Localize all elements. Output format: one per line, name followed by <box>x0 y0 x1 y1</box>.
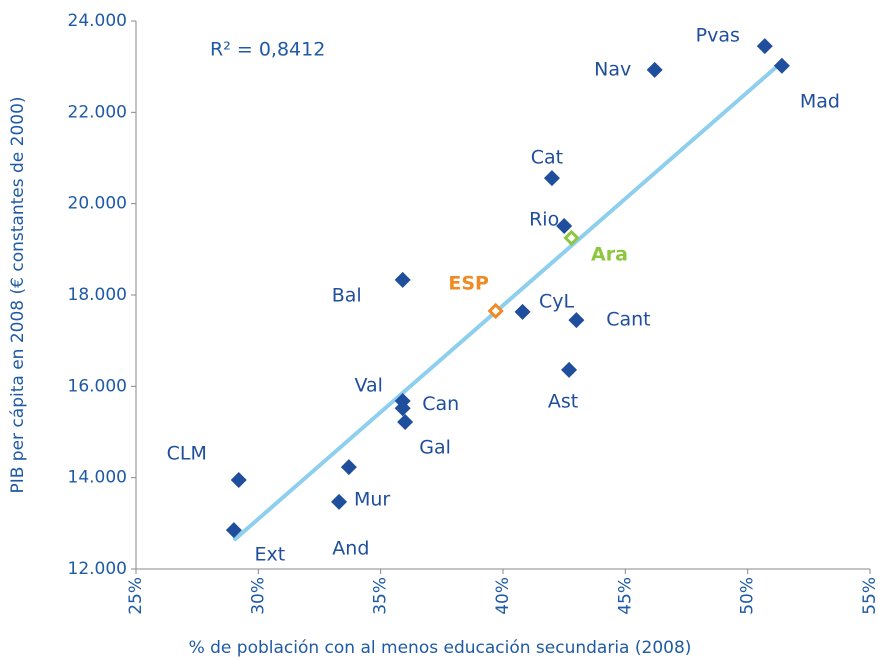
point-label: Cat <box>531 147 563 169</box>
point-label: Gal <box>419 436 451 458</box>
point-label: Nav <box>594 58 631 80</box>
point-label: CyL <box>539 290 575 312</box>
point-label: Ara <box>591 243 628 265</box>
x-tick-label: 25% <box>126 577 146 615</box>
point-label: CLM <box>167 442 207 464</box>
point <box>397 413 414 430</box>
point-label: Can <box>422 393 459 415</box>
point-label: And <box>332 538 369 560</box>
point <box>543 170 560 187</box>
y-tick-label: 22.000 <box>68 102 127 122</box>
y-axis-title: PIB per cápita en 2008 (€ constantes de … <box>8 96 28 493</box>
point <box>394 271 411 288</box>
point-label: Cant <box>606 309 650 331</box>
y-tick-label: 24.000 <box>68 11 127 31</box>
r-squared: R² = 0,8412 <box>210 39 325 61</box>
point <box>556 218 573 235</box>
point <box>773 57 790 74</box>
y-tick-label: 20.000 <box>68 194 127 214</box>
y-tick-label: 14.000 <box>68 468 127 488</box>
point-label: Mad <box>800 90 840 112</box>
point <box>561 361 578 378</box>
point <box>487 302 504 320</box>
point <box>756 38 773 55</box>
point <box>230 471 247 488</box>
point-label: Bal <box>332 284 362 306</box>
point <box>514 303 531 320</box>
x-tick-label: 55% <box>860 577 878 615</box>
point-label: Rio <box>529 209 559 231</box>
point-label: Val <box>354 374 382 396</box>
y-tick-label: 16.000 <box>68 376 127 396</box>
x-tick-label: 35% <box>371 577 391 615</box>
point-label: Mur <box>354 488 390 510</box>
point <box>563 229 580 247</box>
x-axis-title: % de población con al menos educación se… <box>189 638 692 658</box>
point-label: Ext <box>255 544 286 566</box>
y-tick-label: 18.000 <box>68 285 127 305</box>
point <box>646 61 663 78</box>
x-tick-label: 50% <box>738 577 758 615</box>
point <box>340 459 357 476</box>
point-label: ESP <box>448 272 489 294</box>
point <box>568 312 585 329</box>
point <box>331 493 348 510</box>
y-tick-label: 12.000 <box>68 559 127 579</box>
trendline <box>232 60 784 542</box>
x-tick-label: 45% <box>615 577 635 615</box>
point-label: Ast <box>548 390 578 412</box>
x-tick-label: 40% <box>493 577 513 615</box>
point-label: Pvas <box>696 25 740 47</box>
x-tick-label: 30% <box>248 577 268 615</box>
point <box>394 400 411 417</box>
point <box>225 522 242 539</box>
